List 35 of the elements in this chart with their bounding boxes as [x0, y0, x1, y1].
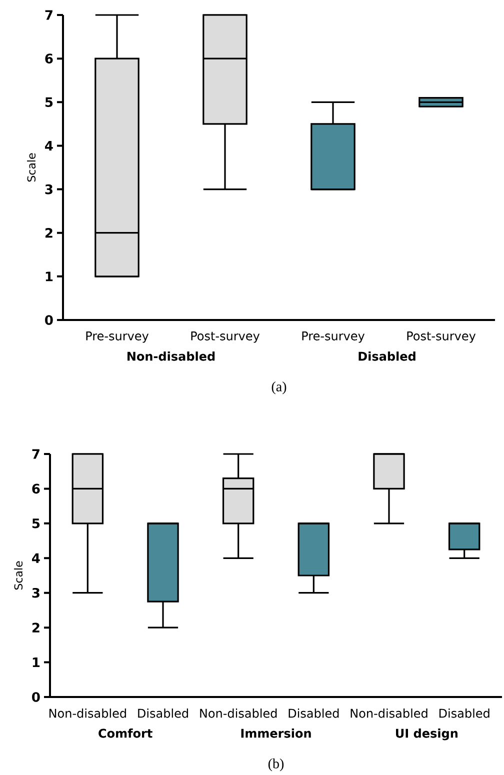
y-tick-label: 3 [45, 184, 52, 194]
y-tick-label: 7 [45, 10, 52, 20]
text: Comfort [98, 728, 152, 738]
y-axis-title: Scale [14, 561, 23, 590]
y-tick-label: 4 [32, 553, 40, 563]
y-tick-label: 5 [32, 518, 40, 528]
text: Immersion [241, 728, 311, 738]
y-tick-label: 1 [32, 658, 40, 668]
y-axis-title: Scale [27, 153, 36, 182]
x-tick-label: Pre-survey [86, 332, 149, 343]
y-tick-label: 2 [32, 622, 40, 632]
x-tick-label: Pre-survey [302, 332, 365, 343]
y-tick-label: 4 [45, 140, 53, 150]
x-tick-label: Post-survey [191, 332, 260, 343]
x-tick-label: Disabled [288, 708, 339, 718]
x-tick-label: Non-disabled [49, 708, 126, 718]
x-tick-label: Disabled [138, 708, 188, 718]
y-tick-label: 2 [45, 228, 52, 238]
text: (a) [272, 382, 286, 394]
x-tick-label: Post-survey [407, 332, 476, 343]
text: UI design [396, 728, 458, 740]
x-tick-label: Non-disabled [350, 708, 428, 718]
text: Non-disabled [128, 352, 215, 361]
y-tick-label: 0 [45, 315, 53, 325]
x-tick-label: Disabled [439, 708, 490, 718]
y-tick-label: 0 [32, 692, 40, 702]
text: (b) [268, 758, 284, 772]
text: Disabled [358, 352, 416, 361]
y-tick-label: 6 [45, 54, 53, 64]
y-tick-label: 5 [45, 97, 53, 107]
y-tick-label: 3 [32, 588, 40, 598]
y-tick-label: 7 [32, 449, 40, 459]
y-tick-label: 6 [32, 484, 40, 494]
y-tick-label: 1 [46, 272, 53, 282]
x-tick-label: Non-disabled [200, 708, 277, 718]
